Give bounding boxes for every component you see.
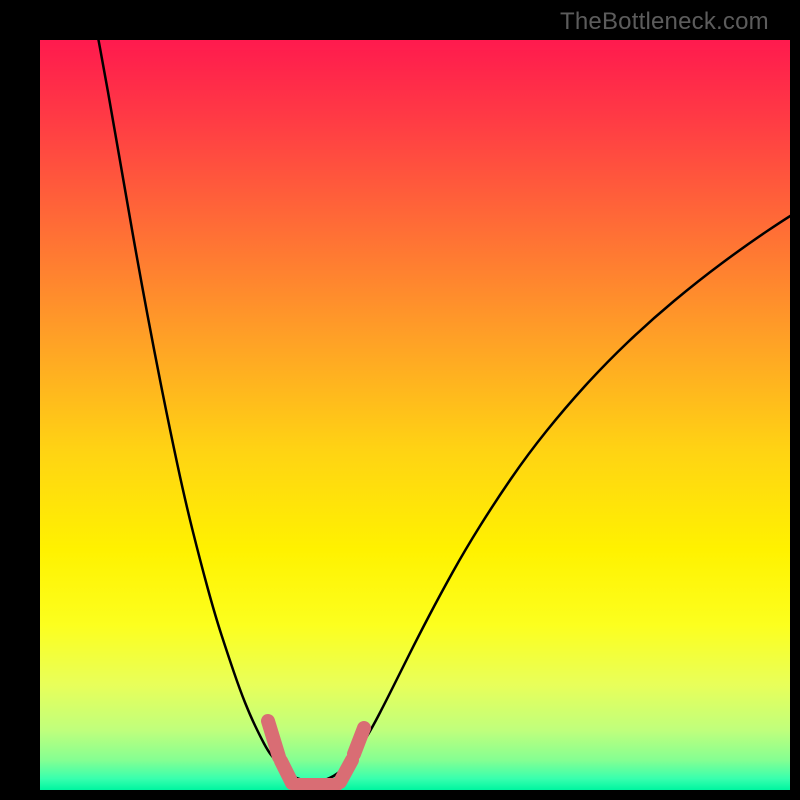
watermark-text: TheBottleneck.com <box>560 8 769 36</box>
chart-svg <box>40 40 790 790</box>
highlight-dash <box>354 728 364 754</box>
plot-area <box>40 40 790 790</box>
highlight-dash <box>340 760 352 782</box>
highlight-dash <box>281 761 292 783</box>
bottleneck-curve <box>97 40 790 782</box>
